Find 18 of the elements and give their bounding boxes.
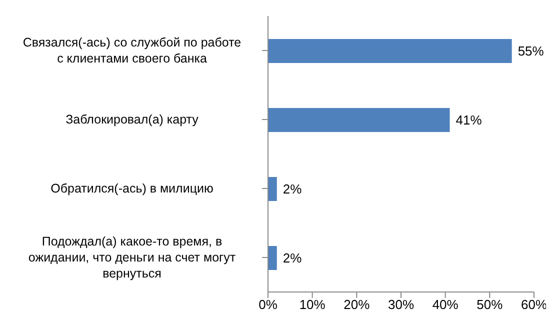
data-label: 55% bbox=[518, 44, 544, 58]
bar bbox=[268, 246, 277, 270]
x-tick-label: 10% bbox=[299, 297, 326, 312]
x-tick-label: 20% bbox=[344, 297, 370, 312]
x-tick-label: 30% bbox=[388, 297, 414, 312]
y-tick-label: Подождал(а) какое-то время, в ожидании, что деньги на счет могут вернуться bbox=[28, 234, 236, 280]
x-tick-label: 50% bbox=[476, 297, 504, 312]
bar bbox=[268, 177, 277, 201]
data-label: 2% bbox=[282, 182, 302, 196]
bar bbox=[268, 39, 512, 63]
y-tick-label: Связался(-ась) со службой по работе с клиентами своего банка bbox=[22, 36, 242, 66]
data-label: 2% bbox=[282, 250, 302, 266]
bar bbox=[268, 108, 450, 132]
y-tick-label: Обратился(-ась) в милицию bbox=[50, 182, 214, 196]
data-label: 41% bbox=[456, 112, 482, 128]
x-tick-label: 0% bbox=[258, 297, 278, 312]
x-tick-label: 40% bbox=[432, 297, 459, 312]
y-tick-label: Заблокировал(а) карту bbox=[66, 112, 200, 126]
